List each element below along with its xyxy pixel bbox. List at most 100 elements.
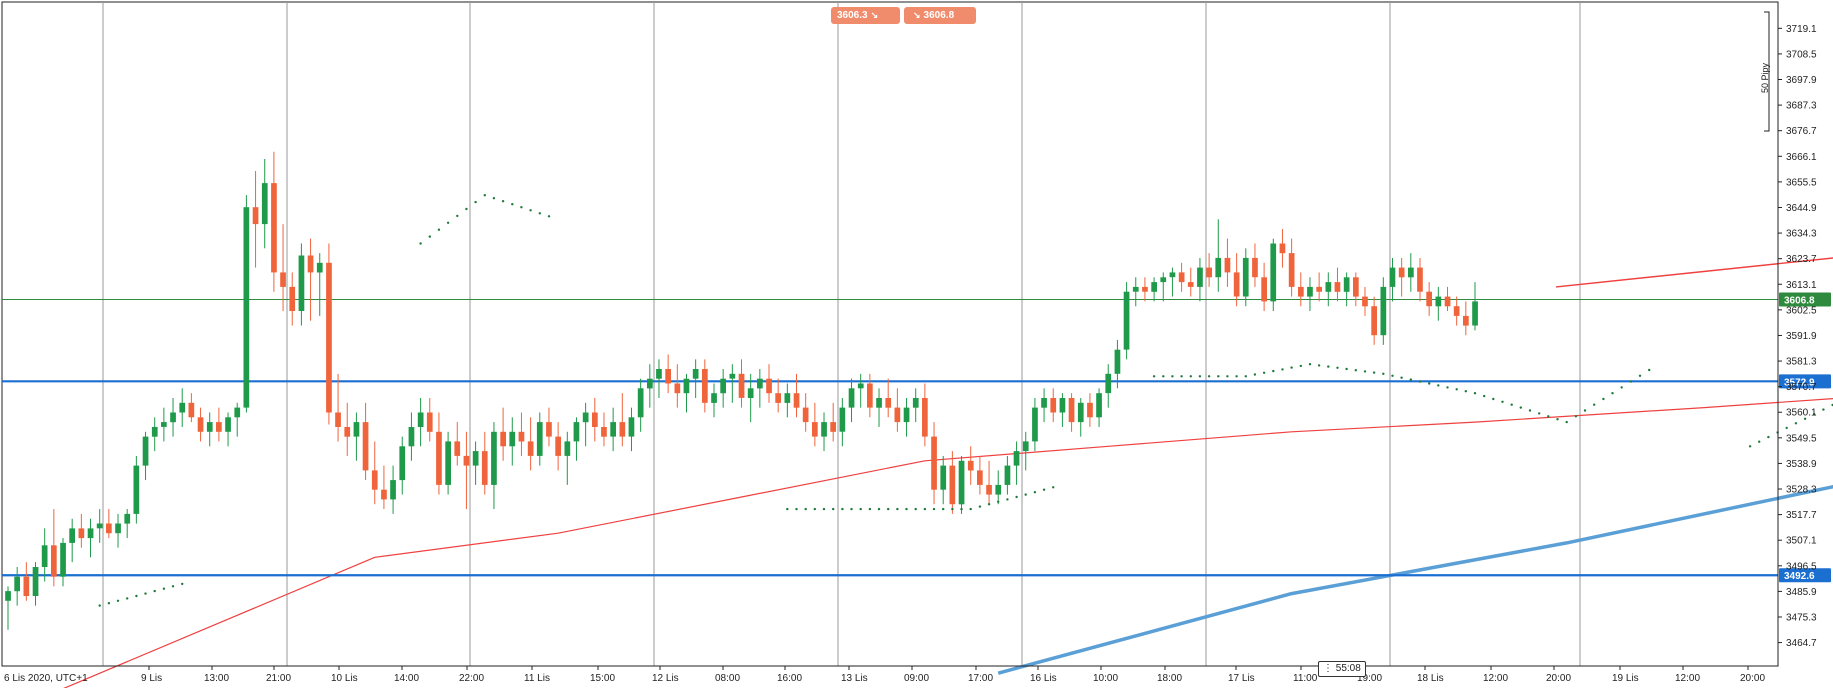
candle [582,402,589,447]
time-tick-label: 13:00 [204,673,229,684]
sar-dot [446,221,450,224]
price-tick-label: 3485.9 [1786,587,1817,598]
candle [472,441,479,485]
trendline-layer[interactable] [1555,212,1833,288]
price-tick-label: 3602.5 [1786,305,1817,316]
candle-body [436,431,442,485]
sar-dot [914,507,917,511]
candle-body [1160,277,1167,283]
candle [912,388,919,423]
pips-bracket [1764,11,1770,132]
candle-body [115,523,121,534]
candle [87,518,94,558]
candle-body [87,528,94,539]
candle [1316,272,1322,302]
candle-body [527,441,534,456]
sar-dot [997,500,1000,503]
candle [564,431,571,485]
candle-body [949,465,956,505]
candle-body [362,422,369,471]
sar-dot [969,507,972,511]
candle [206,412,213,447]
candle [683,373,690,413]
time-axis[interactable]: 6 Lis 2020, UTC+1 9 Lis 13:00 21:00 10 Lis 14… [2,665,1778,684]
candle-body [665,369,671,384]
candle-body [958,460,965,505]
sar-dot [1803,417,1807,420]
candle [454,422,461,466]
candle-body [142,436,149,466]
sell-price-badge[interactable]: 3606.3 ↘ [831,7,900,24]
price-tick-label: 3538.9 [1786,459,1817,470]
ma-slow-layer [997,484,1833,675]
candle [637,378,644,432]
candle [573,417,580,461]
candle-body [390,480,396,500]
candle-body [573,422,580,442]
resistance-trendline[interactable] [1555,212,1833,288]
price-label-text: 3572.9 [1784,377,1815,388]
sar-dot [1620,386,1623,389]
price-label-text: 3492.6 [1784,571,1815,582]
candle-body [922,398,928,437]
candle-body [894,407,901,423]
candle-body [857,383,864,389]
sar-dot [1253,373,1257,376]
price-tick-label: 3708.5 [1786,49,1817,60]
candle-body [1096,393,1102,418]
sar-dot [1418,380,1422,383]
price-tick-label: 3475.3 [1786,612,1817,623]
candle [1123,282,1130,360]
candle-body [1371,306,1377,336]
candle-body [161,422,167,427]
sar-dot [1391,374,1394,377]
candle [179,388,186,427]
buy-price-badge[interactable]: ↘ 3606.8 [904,7,976,24]
time-tick-label: 9 Lis [141,673,162,684]
price-axis[interactable]: 3719.1 3708.5 3697.9 3687.3 3676.7 3666.1 3655… [1764,2,1817,666]
sar-dot [1583,409,1587,412]
candle-body [289,286,296,311]
candles-layer [5,151,1478,630]
candle [1261,262,1267,312]
candle-body [1334,282,1341,292]
candle-body [500,431,506,447]
candle-body [1004,465,1011,485]
time-tick-label: 09:00 [904,673,929,684]
sar-dot [135,594,138,598]
candle [5,586,11,630]
price-tick-label: 3655.5 [1786,177,1817,188]
candle-body [1197,267,1203,287]
candle-body [775,393,781,403]
candle-body [903,407,910,423]
sell-price: 3606.3 [837,10,868,21]
candle [1288,238,1295,297]
candle [371,441,378,505]
candle-body [1041,398,1047,408]
candle-body [1151,282,1157,292]
candle-body [830,422,836,432]
horizontal-levels[interactable]: 3606.8 3572.9 3492.6 [2,292,1831,583]
candle [1371,296,1377,345]
candle [41,528,48,582]
candle-body [867,383,873,408]
sar-dot [437,228,441,231]
sar-dot [1033,491,1037,494]
time-tick-label: 10:00 [1093,673,1118,684]
candle [14,567,20,606]
candle-body [848,388,855,408]
candle [353,412,360,461]
sar-dot [1822,408,1825,411]
candle [69,518,75,563]
sar-dot [1748,445,1752,448]
candle-body [243,207,250,408]
candle [1444,286,1451,312]
sar-dot [1409,378,1413,381]
sar-dot [1015,495,1018,499]
candle [995,470,1002,505]
candle-body [1233,272,1240,297]
candle-body [41,545,48,567]
candle [1472,282,1478,331]
